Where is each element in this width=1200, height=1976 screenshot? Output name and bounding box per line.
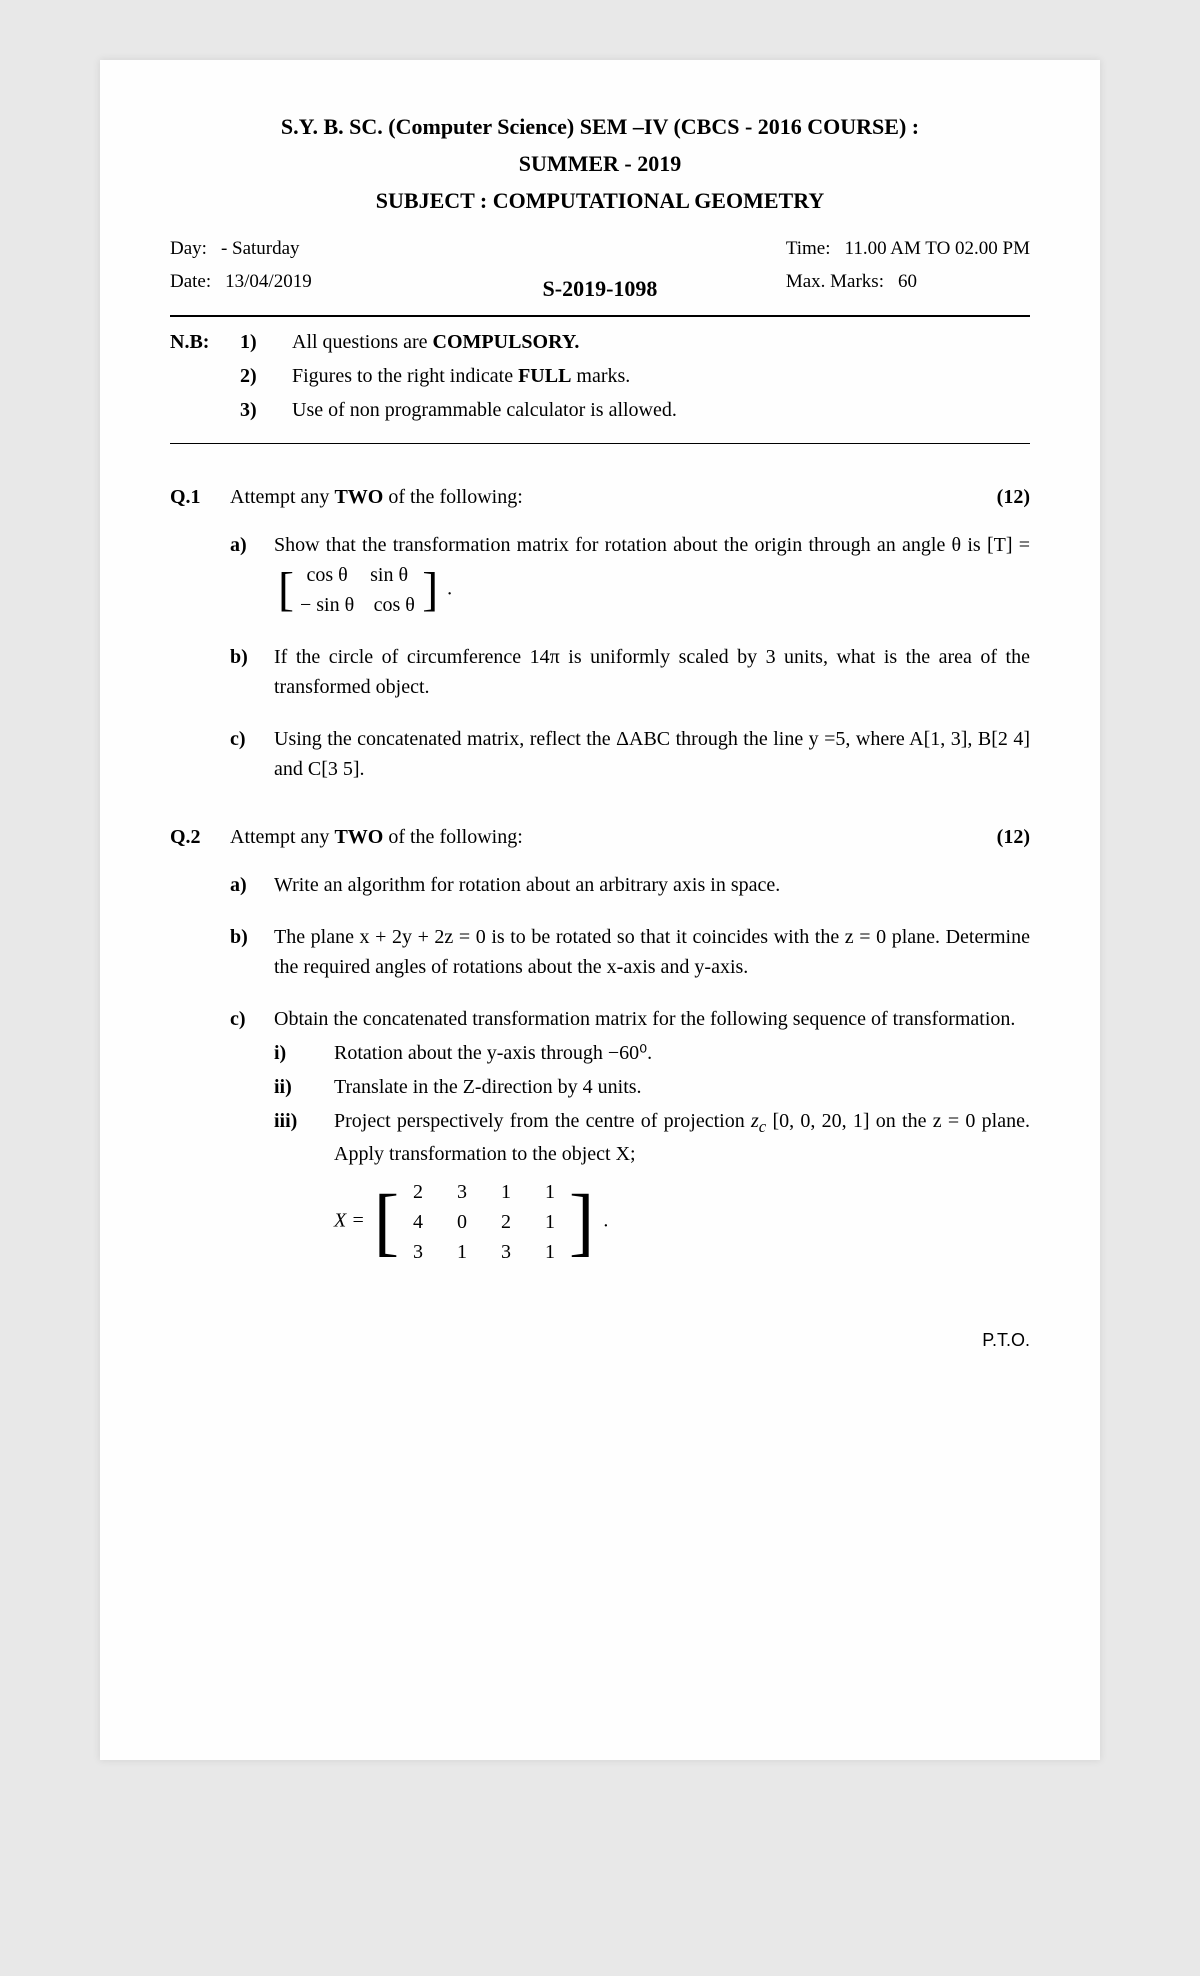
session-title: SUMMER - 2019 bbox=[170, 147, 1030, 180]
nb-item-text: Use of non programmable calculator is al… bbox=[292, 395, 677, 425]
q2-c-ii-label: ii) bbox=[274, 1072, 310, 1102]
nb-section: N.B: 1) All questions are COMPULSORY. 2)… bbox=[170, 327, 1030, 425]
time-label: Time: bbox=[786, 235, 831, 264]
q1-marks: (12) bbox=[997, 482, 1030, 512]
q2-a-content: Write an algorithm for rotation about an… bbox=[274, 870, 1030, 900]
q2-c-ii: ii) Translate in the Z-direction by 4 un… bbox=[274, 1072, 1030, 1102]
question-2: Q.2 Attempt any TWO of the following: (1… bbox=[170, 822, 1030, 1267]
q1-head: Q.1 Attempt any TWO of the following: (1… bbox=[170, 482, 1030, 512]
date-label: Date: bbox=[170, 268, 211, 297]
nb-item: 1) All questions are COMPULSORY. bbox=[240, 327, 677, 357]
day-label: Day: bbox=[170, 235, 207, 264]
q1-a: a) Show that the transformation matrix f… bbox=[230, 530, 1030, 620]
q2-c: c) Obtain the concatenated transformatio… bbox=[230, 1004, 1030, 1267]
q1-c-label: c) bbox=[230, 724, 258, 784]
q2-b-label: b) bbox=[230, 922, 258, 982]
maxmarks-label: Max. Marks: bbox=[786, 268, 884, 297]
q1-b-content: If the circle of circumference 14π is un… bbox=[274, 642, 1030, 702]
nb-label: N.B: bbox=[170, 327, 210, 425]
q2-c-i: i) Rotation about the y-axis through −60… bbox=[274, 1038, 1030, 1068]
q2-c-iii-text: Project perspectively from the centre of… bbox=[334, 1106, 1030, 1169]
subject-title: SUBJECT : COMPUTATIONAL GEOMETRY bbox=[170, 184, 1030, 217]
meta-left: Day: - Saturday Date: 13/04/2019 bbox=[170, 235, 312, 296]
q2-a-label: a) bbox=[230, 870, 258, 900]
pto-label: P.T.O. bbox=[170, 1327, 1030, 1354]
matrix-x: [ 2311 4021 3131 ] bbox=[374, 1177, 595, 1267]
q1-a-label: a) bbox=[230, 530, 258, 620]
rotation-matrix: [ cos θsin θ − sin θcos θ ] bbox=[278, 560, 438, 620]
time-value: 11.00 AM TO 02.00 PM bbox=[845, 235, 1030, 264]
q1-c: c) Using the concatenated matrix, reflec… bbox=[230, 724, 1030, 784]
nb-item-text: Figures to the right indicate FULL marks… bbox=[292, 361, 630, 391]
q2-num: Q.2 bbox=[170, 822, 230, 852]
day-value: - Saturday bbox=[221, 235, 300, 264]
q2-c-i-label: i) bbox=[274, 1038, 310, 1068]
q1-a-content: Show that the transformation matrix for … bbox=[274, 530, 1030, 620]
nb-items: 1) All questions are COMPULSORY. 2) Figu… bbox=[240, 327, 677, 425]
q2-b: b) The plane x + 2y + 2z = 0 is to be ro… bbox=[230, 922, 1030, 982]
q1-instruction: Attempt any TWO of the following: bbox=[230, 482, 977, 512]
q2-c-label: c) bbox=[230, 1004, 258, 1267]
nb-item-num: 3) bbox=[240, 395, 264, 425]
nb-item-num: 1) bbox=[240, 327, 264, 357]
course-title: S.Y. B. SC. (Computer Science) SEM –IV (… bbox=[170, 110, 1030, 143]
q2-c-iii-label: iii) bbox=[274, 1106, 310, 1169]
q1-b-label: b) bbox=[230, 642, 258, 702]
nb-item-num: 2) bbox=[240, 361, 264, 391]
date-value: 13/04/2019 bbox=[225, 268, 312, 297]
q2-c-content: Obtain the concatenated transformation m… bbox=[274, 1004, 1030, 1267]
nb-item: 3) Use of non programmable calculator is… bbox=[240, 395, 677, 425]
q1-num: Q.1 bbox=[170, 482, 230, 512]
q2-head: Q.2 Attempt any TWO of the following: (1… bbox=[170, 822, 1030, 852]
q2-b-content: The plane x + 2y + 2z = 0 is to be rotat… bbox=[274, 922, 1030, 982]
q2-marks: (12) bbox=[997, 822, 1030, 852]
rule-mid bbox=[170, 443, 1030, 444]
q2-c-i-text: Rotation about the y-axis through −60⁰. bbox=[334, 1038, 652, 1068]
q1-b: b) If the circle of circumference 14π is… bbox=[230, 642, 1030, 702]
matrix-x-label: X = bbox=[334, 1210, 370, 1232]
exam-paper-page: S.Y. B. SC. (Computer Science) SEM –IV (… bbox=[100, 60, 1100, 1760]
matrix-x-post: . bbox=[603, 1210, 608, 1232]
nb-item: 2) Figures to the right indicate FULL ma… bbox=[240, 361, 677, 391]
rule-top bbox=[170, 315, 1030, 317]
q2-c-iii: iii) Project perspectively from the cent… bbox=[274, 1106, 1030, 1169]
q2-c-ii-text: Translate in the Z-direction by 4 units. bbox=[334, 1072, 642, 1102]
q2-a: a) Write an algorithm for rotation about… bbox=[230, 870, 1030, 900]
question-1: Q.1 Attempt any TWO of the following: (1… bbox=[170, 482, 1030, 784]
nb-item-text: All questions are COMPULSORY. bbox=[292, 327, 579, 357]
maxmarks-value: 60 bbox=[898, 268, 917, 297]
q2-instruction: Attempt any TWO of the following: bbox=[230, 822, 977, 852]
meta-right: Time: 11.00 AM TO 02.00 PM Max. Marks: 6… bbox=[786, 235, 1030, 296]
q2-c-matrix-block: X = [ 2311 4021 3131 ] . bbox=[334, 1177, 1030, 1267]
q1-c-content: Using the concatenated matrix, reflect t… bbox=[274, 724, 1030, 784]
